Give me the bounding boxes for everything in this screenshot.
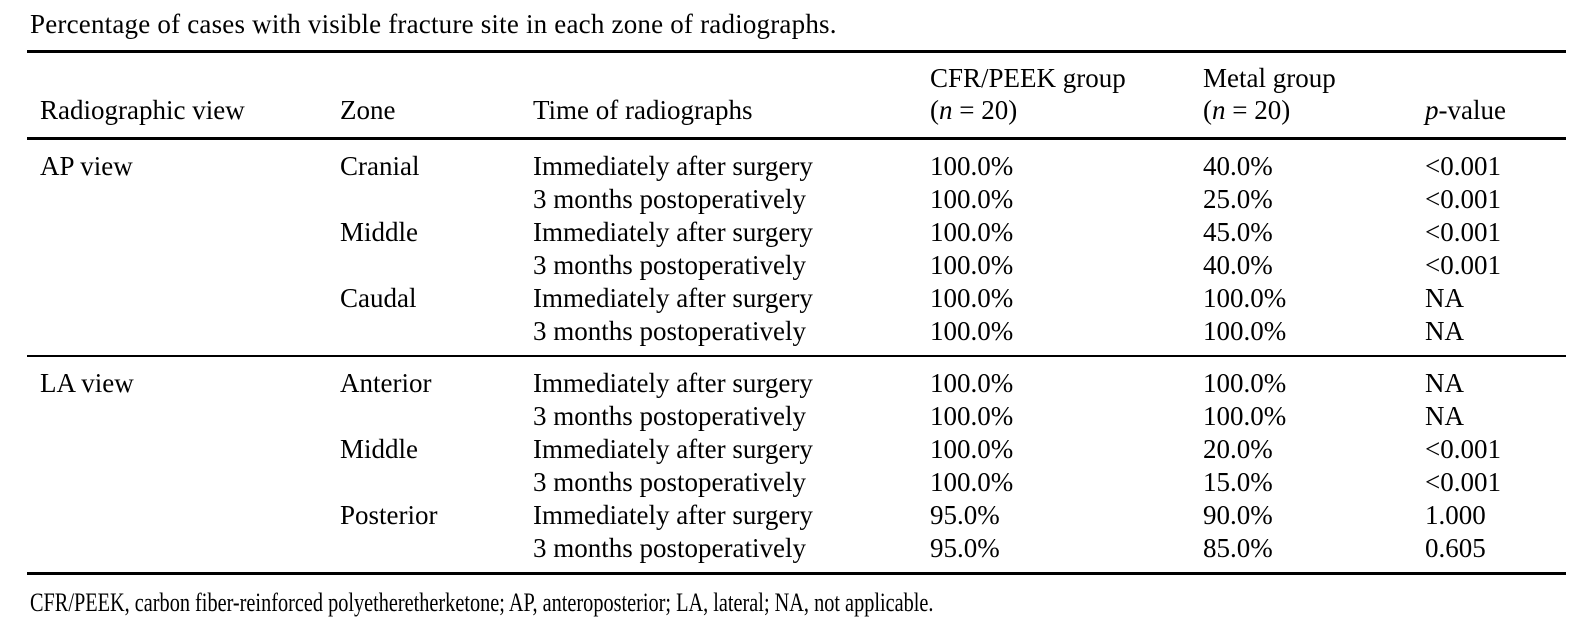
cell-radiographic-view	[27, 315, 340, 356]
footnote-text: CFR/PEEK, carbon fiber-reinforced polyet…	[30, 588, 934, 617]
header-row: Radiographic view Zone Time of radiograp…	[27, 51, 1566, 140]
cell-radiographic-view	[27, 532, 340, 574]
column-header-metal-group: Metal group (n = 20)	[1203, 51, 1425, 140]
cell-metal: 100.0%	[1203, 401, 1287, 431]
column-header-time-of-radiographs: Time of radiographs	[533, 51, 930, 140]
cell-cfrpeek: 100.0%	[930, 250, 1014, 280]
cell-zone	[340, 400, 533, 433]
cell-zone: Cranial	[340, 151, 420, 181]
cell-time: Immediately after surgery	[533, 283, 813, 313]
table-section-la-view: LA view Anterior Immediately after surgery…	[27, 356, 1566, 574]
cell-radiographic-view	[27, 183, 340, 216]
cell-zone: Middle	[340, 217, 418, 247]
table-caption: Percentage of cases with visible fractur…	[30, 9, 837, 39]
cell-time: 3 months postoperatively	[533, 316, 806, 346]
table-row: 3 months postoperatively 100.0% 100.0% NA	[27, 400, 1566, 433]
table-footnote: CFR/PEEK, carbon fiber-reinforced polyet…	[27, 575, 1581, 618]
table-row: Middle Immediately after surgery 100.0% 20.…	[27, 433, 1566, 466]
cell-radiographic-view: LA view	[40, 368, 134, 398]
cell-pvalue: NA	[1425, 368, 1464, 398]
table-row: 3 months postoperatively 95.0% 85.0% 0.605	[27, 532, 1566, 574]
cell-zone	[340, 249, 533, 282]
cell-cfrpeek: 95.0%	[930, 533, 1000, 563]
cell-radiographic-view	[27, 400, 340, 433]
cell-pvalue: 1.000	[1425, 500, 1486, 530]
column-header-p-value: p-value	[1425, 51, 1566, 140]
column-header-cfrpeek-group: CFR/PEEK group (n = 20)	[930, 51, 1203, 140]
cell-pvalue: NA	[1425, 401, 1464, 431]
cell-pvalue: 0.605	[1425, 533, 1486, 563]
cell-time: 3 months postoperatively	[533, 401, 806, 431]
cell-time: Immediately after surgery	[533, 368, 813, 398]
cell-zone	[340, 183, 533, 216]
cell-cfrpeek: 95.0%	[930, 500, 1000, 530]
cell-radiographic-view	[27, 499, 340, 532]
column-header-zone: Zone	[340, 51, 533, 140]
cell-time: Immediately after surgery	[533, 151, 813, 181]
cell-cfrpeek: 100.0%	[930, 401, 1014, 431]
cell-cfrpeek: 100.0%	[930, 434, 1014, 464]
cell-pvalue: NA	[1425, 316, 1464, 346]
cell-pvalue: <0.001	[1425, 151, 1501, 181]
cell-time: Immediately after surgery	[533, 500, 813, 530]
cell-time: Immediately after surgery	[533, 434, 813, 464]
cell-pvalue: NA	[1425, 283, 1464, 313]
table-row: LA view Anterior Immediately after surgery…	[27, 356, 1566, 400]
cell-pvalue: <0.001	[1425, 434, 1501, 464]
table-row: 3 months postoperatively 100.0% 15.0% <0.00…	[27, 466, 1566, 499]
cell-zone: Middle	[340, 434, 418, 464]
table-row: Middle Immediately after surgery 100.0% 45.…	[27, 216, 1566, 249]
cell-metal: 100.0%	[1203, 283, 1287, 313]
radiograph-visibility-table: Radiographic view Zone Time of radiograp…	[27, 50, 1566, 575]
table-row: Posterior Immediately after surgery 95.0% 9…	[27, 499, 1566, 532]
table-row: Caudal Immediately after surgery 100.0% 100…	[27, 282, 1566, 315]
table-header: Radiographic view Zone Time of radiograp…	[27, 51, 1566, 140]
cell-time: 3 months postoperatively	[533, 533, 806, 563]
cell-metal: 15.0%	[1203, 467, 1273, 497]
cell-cfrpeek: 100.0%	[930, 151, 1014, 181]
cell-metal: 100.0%	[1203, 368, 1287, 398]
cell-metal: 45.0%	[1203, 217, 1273, 247]
cell-cfrpeek: 100.0%	[930, 316, 1014, 346]
cell-zone: Anterior	[340, 368, 432, 398]
cell-cfrpeek: 100.0%	[930, 467, 1014, 497]
cell-pvalue: <0.001	[1425, 467, 1501, 497]
cell-zone	[340, 532, 533, 574]
cell-zone: Posterior	[340, 500, 438, 530]
cell-metal: 25.0%	[1203, 184, 1273, 214]
cell-time: Immediately after surgery	[533, 217, 813, 247]
cell-metal: 40.0%	[1203, 250, 1273, 280]
cell-metal: 85.0%	[1203, 533, 1273, 563]
cell-zone	[340, 315, 533, 356]
cell-radiographic-view	[27, 466, 340, 499]
cell-time: 3 months postoperatively	[533, 467, 806, 497]
table-row: 3 months postoperatively 100.0% 25.0% <0.00…	[27, 183, 1566, 216]
cell-radiographic-view: AP view	[40, 151, 133, 181]
cell-zone: Caudal	[340, 283, 417, 313]
cell-metal: 20.0%	[1203, 434, 1273, 464]
cell-time: 3 months postoperatively	[533, 250, 806, 280]
table-row: AP view Cranial Immediately after surgery 1…	[27, 139, 1566, 184]
table-row: 3 months postoperatively 100.0% 40.0% <0.00…	[27, 249, 1566, 282]
cell-metal: 100.0%	[1203, 316, 1287, 346]
cell-cfrpeek: 100.0%	[930, 217, 1014, 247]
cell-radiographic-view	[27, 282, 340, 315]
cell-zone	[340, 466, 533, 499]
cell-metal: 90.0%	[1203, 500, 1273, 530]
cell-cfrpeek: 100.0%	[930, 368, 1014, 398]
table-row: 3 months postoperatively 100.0% 100.0% NA	[27, 315, 1566, 356]
cell-cfrpeek: 100.0%	[930, 184, 1014, 214]
column-header-radiographic-view: Radiographic view	[27, 51, 340, 140]
cell-radiographic-view	[27, 216, 340, 249]
table-section-ap-view: AP view Cranial Immediately after surgery 1…	[27, 139, 1566, 356]
cell-time: 3 months postoperatively	[533, 184, 806, 214]
cell-radiographic-view	[27, 249, 340, 282]
cell-metal: 40.0%	[1203, 151, 1273, 181]
cell-cfrpeek: 100.0%	[930, 283, 1014, 313]
cell-pvalue: <0.001	[1425, 250, 1501, 280]
cell-radiographic-view	[27, 433, 340, 466]
cell-pvalue: <0.001	[1425, 217, 1501, 247]
cell-pvalue: <0.001	[1425, 184, 1501, 214]
